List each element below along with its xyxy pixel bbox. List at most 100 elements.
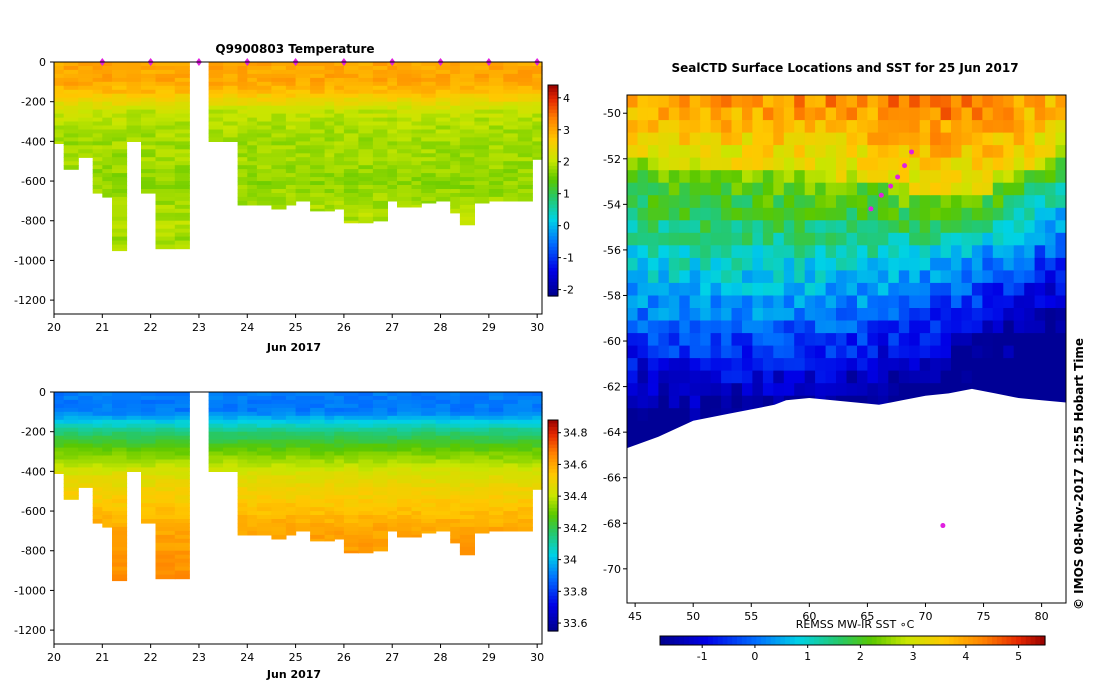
section-cell [517,459,533,465]
section-cell [488,467,504,472]
sst-cell [637,170,649,184]
section-cell [343,487,359,492]
section-cell [141,137,157,142]
section-cell [459,181,475,186]
section-cell [155,85,176,91]
section-cell [126,396,142,401]
section-cell [450,415,461,421]
sst-cell [825,157,837,171]
sst-cell [982,308,994,322]
section-cell [411,515,422,520]
section-cell [92,137,103,142]
section-cell [126,121,142,127]
sst-cell [762,207,774,221]
sst-cell [898,295,910,309]
section-cell [271,447,287,453]
section-cell [459,507,475,512]
section-cell [112,570,128,576]
sst-cell [930,320,942,334]
section-cell [310,435,326,441]
colorbar-segment [548,529,558,534]
section-cell [237,503,248,508]
sst-cell [1013,245,1025,259]
section-cell [256,427,272,433]
sst-cell [804,245,816,259]
section-cell [155,169,176,174]
section-cell [532,475,543,480]
section-cell [372,483,388,488]
colorbar-segment [548,574,558,579]
section-cell [358,511,374,516]
section-cell [435,483,451,488]
section-cell [372,546,388,552]
section-cell [532,407,543,413]
section-cell [387,97,398,103]
sst-cell [857,358,869,372]
sst-cell [982,295,994,309]
section-cell [474,141,490,146]
sst-cell [1055,320,1066,334]
sst-cell [794,195,806,209]
section-cell [450,392,461,397]
section-cell [459,431,475,437]
sst-cell [731,107,743,121]
section-cell [223,125,239,131]
section-cell [459,443,475,449]
sst-cell [940,345,952,359]
section-cell [141,161,157,166]
section-cell [155,411,176,417]
sst-cell [689,170,701,184]
sst-colorbar-segment [732,636,738,645]
section-cell [324,499,335,504]
section-cell [517,419,533,425]
section-cell [503,141,519,146]
section-cell [358,455,374,461]
section-cell [247,113,258,119]
sst-cell [1045,170,1057,184]
section-cell [63,447,79,453]
section-cell [285,503,297,508]
sst-cell [762,320,774,334]
section-cell [310,208,326,212]
sst-cell [627,295,639,309]
section-cell [92,507,103,512]
y-tick-label: -600 [21,175,46,188]
section-cell [488,189,504,194]
sst-cell [710,257,722,271]
section-cell [324,141,335,146]
section-cell [397,483,413,488]
section-cell [155,145,176,150]
sst-cell [930,308,942,322]
section-cell [310,491,326,496]
section-cell [155,471,176,476]
section-cell [310,101,326,107]
colorbar-segment [548,257,558,262]
section-cell [102,169,113,174]
sst-cell [919,132,931,146]
section-cell [247,431,258,437]
section-cell [421,125,437,131]
sst-cell [668,333,680,347]
section-cell [271,149,287,154]
sst-cell [689,358,701,372]
section-cell [387,399,398,405]
section-cell [387,193,398,198]
section-cell [247,427,258,433]
section-cell [474,526,490,532]
section-cell [141,415,157,421]
section-cell [256,117,272,123]
section-cell [256,515,272,520]
section-cell [435,113,451,119]
section-cell [174,73,190,79]
sst-cell [658,132,670,146]
section-cell [334,439,345,445]
sst-cell [647,420,659,434]
section-cell [295,455,311,461]
section-cell [387,423,398,429]
colorbar-segment [548,260,558,265]
section-cell [450,463,461,468]
section-cell [387,427,398,433]
sst-cell [982,320,994,334]
section-cell [126,93,142,99]
section-cell [92,491,103,496]
